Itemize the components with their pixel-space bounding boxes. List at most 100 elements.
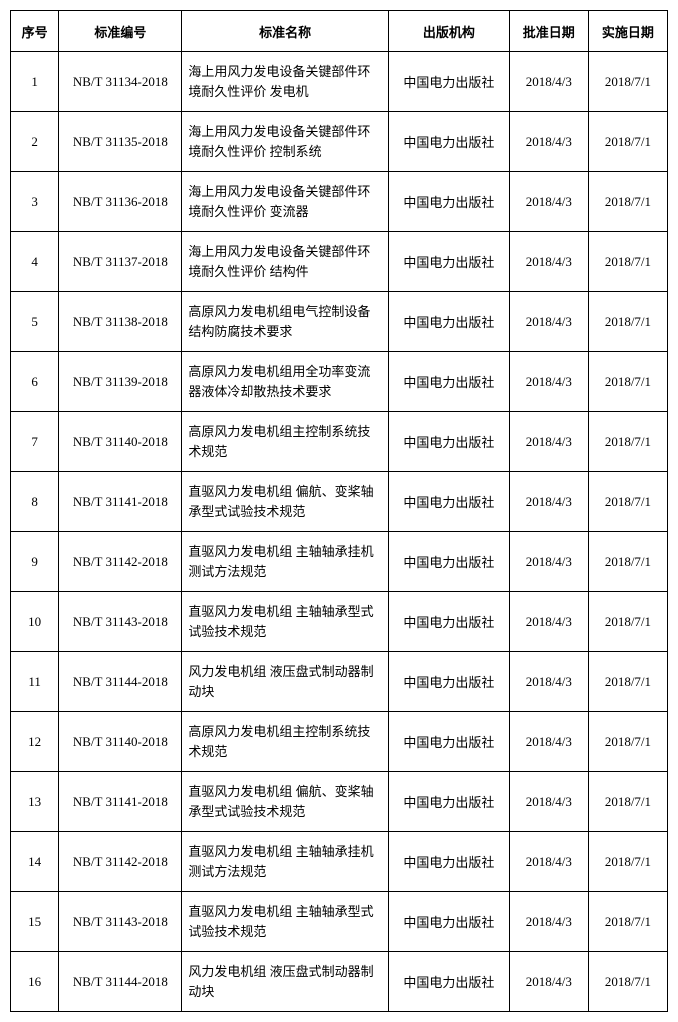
table-row: 5NB/T 31138-2018高原风力发电机组电气控制设备结构防腐技术要求中国… [11, 292, 668, 352]
table-row: 16NB/T 31144-2018风力发电机组 液压盘式制动器制动块中国电力出版… [11, 952, 668, 1012]
cell-publisher: 中国电力出版社 [388, 652, 509, 712]
cell-index: 5 [11, 292, 59, 352]
table-row: 13NB/T 31141-2018直驱风力发电机组 偏航、变桨轴承型式试验技术规… [11, 772, 668, 832]
cell-name: 风力发电机组 液压盘式制动器制动块 [182, 652, 389, 712]
cell-index: 8 [11, 472, 59, 532]
cell-implement-date: 2018/7/1 [588, 532, 667, 592]
cell-name: 海上用风力发电设备关键部件环境耐久性评价 结构件 [182, 232, 389, 292]
cell-approve-date: 2018/4/3 [509, 352, 588, 412]
cell-implement-date: 2018/7/1 [588, 772, 667, 832]
cell-code: NB/T 31136-2018 [59, 172, 182, 232]
cell-name: 直驱风力发电机组 主轴轴承型式试验技术规范 [182, 892, 389, 952]
cell-implement-date: 2018/7/1 [588, 472, 667, 532]
table-row: 12NB/T 31140-2018高原风力发电机组主控制系统技术规范中国电力出版… [11, 712, 668, 772]
cell-name: 直驱风力发电机组 偏航、变桨轴承型式试验技术规范 [182, 772, 389, 832]
cell-publisher: 中国电力出版社 [388, 472, 509, 532]
cell-publisher: 中国电力出版社 [388, 172, 509, 232]
cell-approve-date: 2018/4/3 [509, 832, 588, 892]
cell-approve-date: 2018/4/3 [509, 292, 588, 352]
cell-index: 1 [11, 52, 59, 112]
cell-code: NB/T 31140-2018 [59, 712, 182, 772]
cell-approve-date: 2018/4/3 [509, 712, 588, 772]
cell-approve-date: 2018/4/3 [509, 952, 588, 1012]
header-index: 序号 [11, 11, 59, 52]
cell-name: 海上用风力发电设备关键部件环境耐久性评价 变流器 [182, 172, 389, 232]
cell-implement-date: 2018/7/1 [588, 232, 667, 292]
cell-approve-date: 2018/4/3 [509, 472, 588, 532]
table-row: 1NB/T 31134-2018海上用风力发电设备关键部件环境耐久性评价 发电机… [11, 52, 668, 112]
cell-name: 海上用风力发电设备关键部件环境耐久性评价 发电机 [182, 52, 389, 112]
table-row: 10NB/T 31143-2018直驱风力发电机组 主轴轴承型式试验技术规范中国… [11, 592, 668, 652]
header-approve-date: 批准日期 [509, 11, 588, 52]
cell-index: 4 [11, 232, 59, 292]
cell-approve-date: 2018/4/3 [509, 652, 588, 712]
cell-implement-date: 2018/7/1 [588, 292, 667, 352]
cell-publisher: 中国电力出版社 [388, 352, 509, 412]
cell-name: 高原风力发电机组主控制系统技术规范 [182, 712, 389, 772]
table-body: 1NB/T 31134-2018海上用风力发电设备关键部件环境耐久性评价 发电机… [11, 52, 668, 1012]
cell-index: 6 [11, 352, 59, 412]
cell-code: NB/T 31143-2018 [59, 592, 182, 652]
table-row: 15NB/T 31143-2018直驱风力发电机组 主轴轴承型式试验技术规范中国… [11, 892, 668, 952]
cell-publisher: 中国电力出版社 [388, 412, 509, 472]
cell-name: 高原风力发电机组电气控制设备结构防腐技术要求 [182, 292, 389, 352]
cell-code: NB/T 31144-2018 [59, 652, 182, 712]
header-code: 标准编号 [59, 11, 182, 52]
table-row: 2NB/T 31135-2018海上用风力发电设备关键部件环境耐久性评价 控制系… [11, 112, 668, 172]
cell-publisher: 中国电力出版社 [388, 532, 509, 592]
table-row: 8NB/T 31141-2018直驱风力发电机组 偏航、变桨轴承型式试验技术规范… [11, 472, 668, 532]
cell-implement-date: 2018/7/1 [588, 832, 667, 892]
cell-code: NB/T 31138-2018 [59, 292, 182, 352]
cell-name: 高原风力发电机组主控制系统技术规范 [182, 412, 389, 472]
cell-index: 12 [11, 712, 59, 772]
header-publisher: 出版机构 [388, 11, 509, 52]
cell-code: NB/T 31141-2018 [59, 772, 182, 832]
table-row: 6NB/T 31139-2018高原风力发电机组用全功率变流器液体冷却散热技术要… [11, 352, 668, 412]
cell-code: NB/T 31135-2018 [59, 112, 182, 172]
cell-index: 14 [11, 832, 59, 892]
cell-name: 风力发电机组 液压盘式制动器制动块 [182, 952, 389, 1012]
cell-approve-date: 2018/4/3 [509, 592, 588, 652]
cell-approve-date: 2018/4/3 [509, 772, 588, 832]
cell-implement-date: 2018/7/1 [588, 352, 667, 412]
standards-table: 序号 标准编号 标准名称 出版机构 批准日期 实施日期 1NB/T 31134-… [10, 10, 668, 1012]
table-row: 9NB/T 31142-2018直驱风力发电机组 主轴轴承挂机测试方法规范中国电… [11, 532, 668, 592]
table-row: 11NB/T 31144-2018风力发电机组 液压盘式制动器制动块中国电力出版… [11, 652, 668, 712]
cell-implement-date: 2018/7/1 [588, 712, 667, 772]
cell-publisher: 中国电力出版社 [388, 832, 509, 892]
cell-code: NB/T 31140-2018 [59, 412, 182, 472]
cell-index: 3 [11, 172, 59, 232]
cell-approve-date: 2018/4/3 [509, 412, 588, 472]
header-implement-date: 实施日期 [588, 11, 667, 52]
cell-name: 海上用风力发电设备关键部件环境耐久性评价 控制系统 [182, 112, 389, 172]
cell-publisher: 中国电力出版社 [388, 592, 509, 652]
cell-index: 13 [11, 772, 59, 832]
cell-code: NB/T 31137-2018 [59, 232, 182, 292]
table-row: 7NB/T 31140-2018高原风力发电机组主控制系统技术规范中国电力出版社… [11, 412, 668, 472]
cell-publisher: 中国电力出版社 [388, 292, 509, 352]
cell-code: NB/T 31142-2018 [59, 532, 182, 592]
cell-index: 11 [11, 652, 59, 712]
cell-implement-date: 2018/7/1 [588, 52, 667, 112]
header-name: 标准名称 [182, 11, 389, 52]
cell-index: 2 [11, 112, 59, 172]
cell-implement-date: 2018/7/1 [588, 892, 667, 952]
cell-implement-date: 2018/7/1 [588, 172, 667, 232]
cell-approve-date: 2018/4/3 [509, 52, 588, 112]
cell-name: 直驱风力发电机组 偏航、变桨轴承型式试验技术规范 [182, 472, 389, 532]
table-row: 4NB/T 31137-2018海上用风力发电设备关键部件环境耐久性评价 结构件… [11, 232, 668, 292]
cell-code: NB/T 31141-2018 [59, 472, 182, 532]
cell-code: NB/T 31139-2018 [59, 352, 182, 412]
cell-implement-date: 2018/7/1 [588, 952, 667, 1012]
table-header-row: 序号 标准编号 标准名称 出版机构 批准日期 实施日期 [11, 11, 668, 52]
cell-approve-date: 2018/4/3 [509, 172, 588, 232]
cell-code: NB/T 31134-2018 [59, 52, 182, 112]
cell-publisher: 中国电力出版社 [388, 232, 509, 292]
cell-index: 16 [11, 952, 59, 1012]
cell-implement-date: 2018/7/1 [588, 592, 667, 652]
cell-approve-date: 2018/4/3 [509, 892, 588, 952]
cell-approve-date: 2018/4/3 [509, 232, 588, 292]
cell-name: 高原风力发电机组用全功率变流器液体冷却散热技术要求 [182, 352, 389, 412]
cell-implement-date: 2018/7/1 [588, 112, 667, 172]
cell-implement-date: 2018/7/1 [588, 412, 667, 472]
